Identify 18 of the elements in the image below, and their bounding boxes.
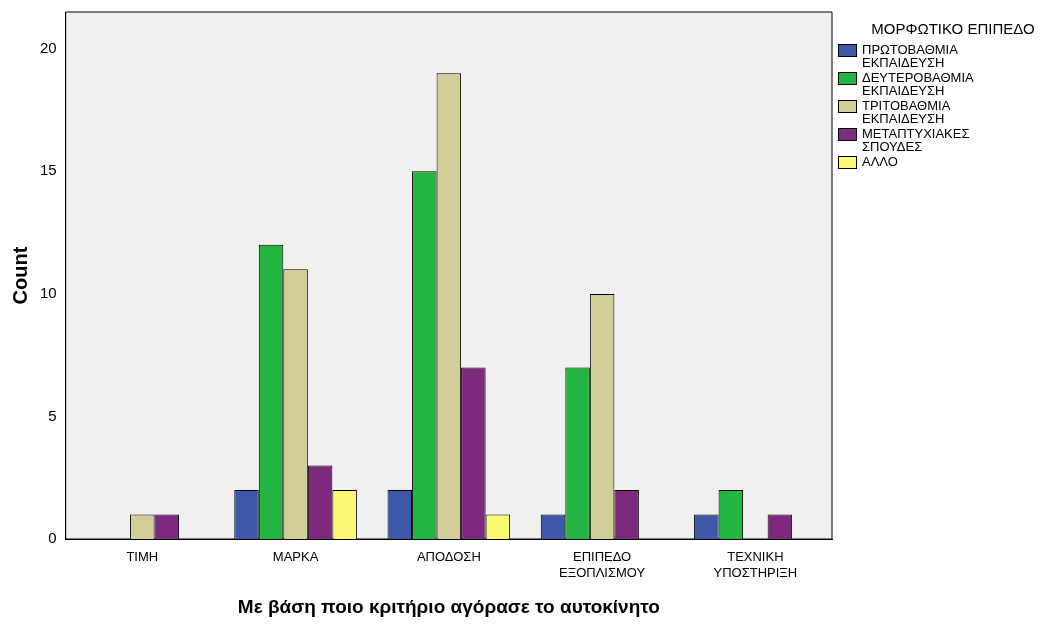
x-tick-label: ΤΕΧΝΙΚΗ ΥΠΟΣΤΗΡΙΞΗ <box>713 549 798 580</box>
x-tick-label: ΜΑΡΚΑ <box>272 549 319 565</box>
legend-label: ΠΡΩΤΟΒΑΘΜΙΑ ΕΚΠΑΙΔΕΥΣΗ <box>862 42 959 70</box>
x-tick-label: ΑΠΟΔΟΣΗ <box>416 549 481 565</box>
y-axis-title: Count <box>8 246 31 305</box>
y-tick-label: 0 <box>48 529 57 547</box>
legend-label: ΜΕΤΑΠΤΥΧΙΑΚΕΣ ΣΠΟΥΔΕΣ <box>862 126 971 154</box>
y-tick-label: 5 <box>48 406 57 424</box>
x-tick-label: ΕΠΙΠΕΔΟ ΕΞΟΠΛΙΣΜΟΥ <box>559 549 646 580</box>
legend-label: ΔΕΥΤΕΡΟΒΑΘΜΙΑ ΕΚΠΑΙΔΕΥΣΗ <box>862 70 975 98</box>
legend-label: ΤΡΙΤΟΒΑΘΜΙΑ ΕΚΠΑΙΔΕΥΣΗ <box>862 98 952 126</box>
legend-title: ΜΟΡΦΩΤΙΚΟ ΕΠΙΠΕΔΟ <box>870 20 1036 37</box>
y-tick-label: 15 <box>40 161 57 179</box>
x-axis-title: Με βάση ποιο κριτήριο αγόρασε το αυτοκίνητο <box>237 595 660 617</box>
y-tick-label: 20 <box>40 38 57 56</box>
legend-label: ΑΛΛΟ <box>862 154 899 169</box>
x-tick-label: ΤΙΜΗ <box>126 549 159 565</box>
y-tick-label: 10 <box>40 284 57 302</box>
